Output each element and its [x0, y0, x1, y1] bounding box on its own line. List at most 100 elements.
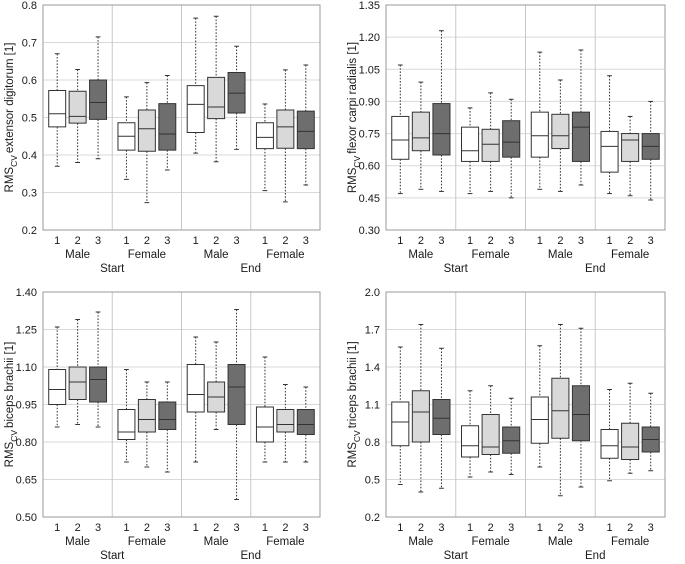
box-body [48, 90, 67, 128]
chart-panel-3: 0.50 0.65 0.80 0.95 1.10 1.25 1.40 1 2 3 1 2 3 1 2 3 1 2 3… [4, 287, 321, 562]
box-10 [255, 103, 274, 192]
sex-label: Female [266, 249, 304, 261]
category-label: 1 [467, 235, 473, 247]
category-label: 1 [606, 522, 612, 534]
y-axis-label-main: RMS [4, 167, 16, 193]
box-2 [411, 81, 430, 190]
category-label: 3 [95, 235, 101, 247]
box-body [158, 103, 177, 151]
box-body [391, 115, 410, 160]
sex-label: Female [611, 536, 649, 548]
box-5 [137, 82, 156, 204]
category-label: 2 [75, 235, 81, 247]
category-label: 3 [164, 522, 170, 534]
box-body [621, 422, 640, 460]
category-label: 3 [648, 522, 654, 534]
y-axis-label-subscript: CV [9, 430, 19, 442]
category-label: 2 [213, 522, 219, 534]
box-12 [296, 64, 315, 186]
y-tick-label: 0.5 [365, 475, 380, 487]
y-tick-label: 1.7 [365, 325, 380, 337]
y-tick-label: 0.75 [359, 129, 380, 141]
category-label: 3 [438, 522, 444, 534]
y-axis-label-rest: triceps brachii [1] [347, 341, 359, 428]
box-3 [432, 347, 451, 489]
box-2 [411, 324, 430, 493]
category-label: 2 [75, 522, 81, 534]
y-axis-label-subscript: CV [9, 155, 19, 167]
box-body [391, 401, 410, 447]
box-body [227, 364, 246, 425]
box-body [255, 122, 274, 150]
y-tick-label: 1.10 [16, 362, 37, 374]
category-label: 3 [578, 522, 584, 534]
box-9 [571, 327, 590, 488]
box-7 [530, 51, 549, 190]
y-tick-label: 1.40 [16, 287, 37, 299]
box-body [276, 409, 295, 433]
box-body [461, 425, 480, 458]
box-10 [600, 389, 619, 482]
y-tick-label: 1.05 [359, 64, 380, 76]
plot-frame [385, 4, 666, 231]
sex-label: Female [471, 249, 509, 261]
box-body [137, 399, 156, 433]
phase-label: Start [444, 550, 469, 559]
category-label: 3 [303, 235, 309, 247]
box-body [432, 399, 451, 435]
sex-label: Female [471, 536, 509, 548]
box-4 [461, 390, 480, 478]
box-body [461, 126, 480, 162]
box-1 [391, 64, 410, 195]
y-axis-label-main: RMS [347, 167, 359, 193]
y-tick-label: 0.2 [22, 225, 37, 237]
category-label: 2 [488, 235, 494, 247]
y-axis-label-main: RMS [4, 441, 16, 467]
category-label: 2 [144, 522, 150, 534]
box-body [600, 130, 619, 173]
sex-label: Female [128, 249, 166, 261]
category-label: 1 [397, 522, 403, 534]
box-1 [48, 53, 67, 167]
category-label: 2 [282, 522, 288, 534]
category-label: 1 [606, 235, 612, 247]
sex-label: Female [266, 536, 304, 548]
y-tick-label: 0.60 [359, 161, 380, 173]
category-label: 1 [193, 235, 199, 247]
phase-label: Start [444, 263, 469, 275]
box-body [117, 409, 136, 440]
box-7 [186, 336, 205, 463]
box-9 [571, 49, 590, 186]
box-7 [530, 345, 549, 468]
sex-label: Male [548, 536, 573, 548]
chart-panel-2: 0.30 0.45 0.60 0.75 0.90 1.05 1.20 1.35 1 2 3 1 2 3 1 2… [347, 0, 666, 275]
y-axis-label-main: RMS [347, 442, 359, 468]
sex-label: Male [65, 536, 90, 548]
category-label: 2 [418, 522, 424, 534]
category-label: 1 [262, 235, 268, 247]
box-10 [600, 75, 619, 195]
category-label: 2 [144, 235, 150, 247]
box-body [530, 111, 549, 158]
box-body [158, 401, 177, 430]
category-label: 1 [54, 235, 60, 247]
chart-panel-1: 0.2 0.3 0.4 0.5 0.6 0.7 0.8 1 2 3 1 2 3 1 2 3 1 2 3 Male Fem… [4, 0, 321, 275]
box-body [207, 76, 226, 120]
box-body [137, 109, 156, 152]
y-axis-label: RMSCV triceps brachii [1] [347, 341, 362, 467]
box-6 [158, 75, 177, 171]
category-label: 3 [233, 235, 239, 247]
y-tick-label: 0.90 [359, 96, 380, 108]
box-10 [255, 356, 274, 463]
category-label: 3 [648, 235, 654, 247]
phase-label: End [241, 263, 261, 275]
category-label: 3 [508, 235, 514, 247]
y-axis-label: RMSCVflexor carpi radialis [1] [347, 42, 362, 193]
box-body [551, 113, 570, 150]
y-tick-label: 1.4 [365, 362, 380, 374]
y-axis-label-subscript: CV [352, 155, 362, 167]
box-body [621, 133, 640, 162]
category-label: 1 [54, 522, 60, 534]
box-11 [276, 384, 295, 463]
category-label: 3 [164, 235, 170, 247]
